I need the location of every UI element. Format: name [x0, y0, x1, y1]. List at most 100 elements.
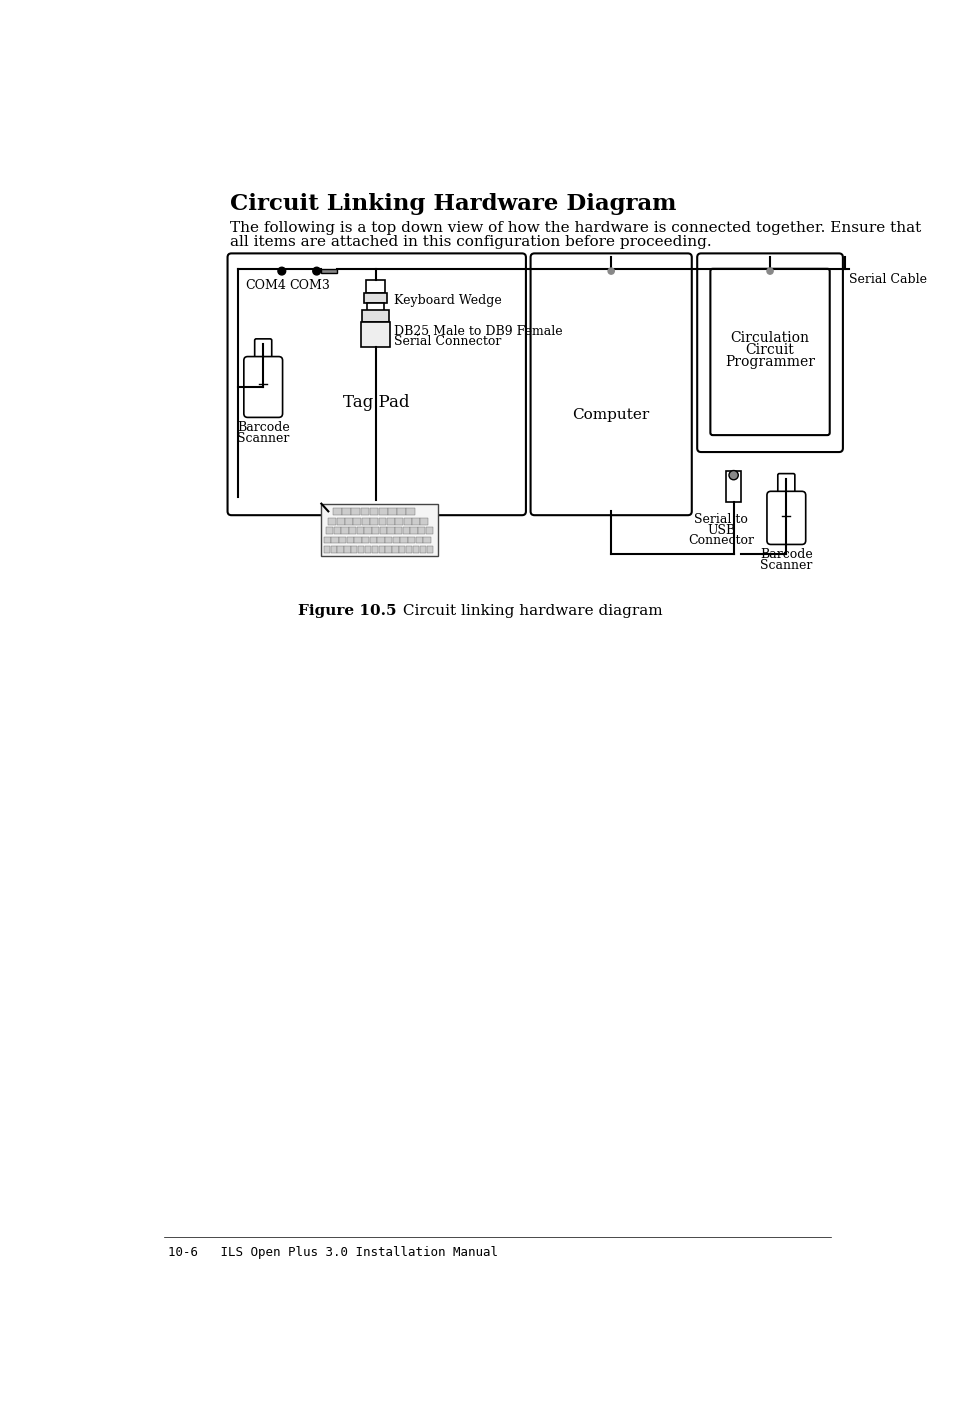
Bar — [331, 537, 339, 543]
Bar — [404, 517, 412, 524]
Bar — [352, 509, 360, 516]
Bar — [330, 546, 337, 553]
Bar — [362, 309, 388, 322]
Text: Scanner: Scanner — [237, 432, 289, 445]
Bar — [419, 527, 425, 534]
Bar — [345, 546, 351, 553]
Bar — [345, 517, 352, 524]
Bar — [370, 509, 379, 516]
Bar — [356, 527, 364, 534]
FancyBboxPatch shape — [227, 254, 526, 516]
Bar — [362, 537, 369, 543]
FancyBboxPatch shape — [767, 492, 806, 544]
Bar — [379, 517, 386, 524]
Bar — [367, 304, 385, 312]
Bar — [408, 537, 416, 543]
Text: Connector: Connector — [688, 534, 754, 547]
FancyBboxPatch shape — [778, 473, 795, 497]
Text: 10-6   ILS Open Plus 3.0 Installation Manual: 10-6 ILS Open Plus 3.0 Installation Manu… — [168, 1245, 498, 1258]
Bar — [416, 537, 423, 543]
FancyBboxPatch shape — [711, 269, 830, 435]
Bar — [397, 509, 406, 516]
Bar — [400, 537, 408, 543]
Text: Circuit: Circuit — [746, 343, 794, 358]
Bar — [406, 546, 413, 553]
Bar — [354, 537, 361, 543]
Bar — [403, 527, 410, 534]
Text: The following is a top down view of how the hardware is connected together. Ensu: The following is a top down view of how … — [230, 221, 921, 235]
Bar — [364, 292, 387, 304]
Bar — [372, 546, 378, 553]
Text: Keyboard Wedge: Keyboard Wedge — [394, 294, 502, 306]
Bar — [425, 527, 433, 534]
Bar — [362, 517, 370, 524]
Text: Barcode: Barcode — [237, 422, 289, 435]
Bar — [326, 527, 333, 534]
Bar — [388, 509, 397, 516]
Bar — [413, 546, 419, 553]
Bar — [378, 537, 385, 543]
Bar — [412, 517, 419, 524]
Bar — [342, 527, 349, 534]
Bar — [334, 527, 341, 534]
Bar — [361, 322, 390, 348]
Bar — [395, 517, 403, 524]
Bar — [726, 472, 742, 502]
Circle shape — [729, 470, 738, 480]
Bar — [352, 546, 357, 553]
Bar — [392, 537, 400, 543]
Text: Serial Connector: Serial Connector — [394, 335, 502, 349]
Bar — [323, 546, 330, 553]
Bar — [392, 546, 399, 553]
Bar — [420, 517, 428, 524]
Bar — [366, 281, 385, 292]
FancyBboxPatch shape — [530, 254, 691, 516]
Bar — [349, 527, 356, 534]
Bar — [328, 517, 336, 524]
Bar — [347, 537, 353, 543]
Bar — [360, 509, 369, 516]
Text: Computer: Computer — [573, 408, 650, 422]
Text: Serial to: Serial to — [694, 513, 749, 526]
Bar — [358, 546, 364, 553]
Bar — [380, 527, 386, 534]
Bar — [370, 537, 377, 543]
Text: Scanner: Scanner — [760, 559, 813, 571]
Bar — [321, 269, 337, 274]
Bar — [333, 509, 342, 516]
Bar — [323, 537, 331, 543]
Bar — [385, 546, 391, 553]
FancyBboxPatch shape — [254, 339, 272, 362]
Bar — [321, 503, 438, 556]
Bar — [379, 509, 387, 516]
Bar — [379, 546, 385, 553]
Text: Circuit Linking Hardware Diagram: Circuit Linking Hardware Diagram — [230, 192, 676, 215]
Text: Figure 10.5: Figure 10.5 — [298, 604, 396, 618]
Bar — [395, 527, 402, 534]
Text: Serial Cable: Serial Cable — [849, 274, 927, 286]
Circle shape — [313, 268, 320, 275]
Bar — [353, 517, 361, 524]
Bar — [386, 517, 395, 524]
Bar — [411, 527, 418, 534]
Bar — [342, 509, 351, 516]
Bar — [426, 546, 433, 553]
Text: USB: USB — [707, 523, 735, 537]
Bar — [419, 546, 426, 553]
Text: Programmer: Programmer — [725, 355, 815, 369]
Circle shape — [608, 268, 615, 274]
Text: DB25 Male to DB9 Female: DB25 Male to DB9 Female — [394, 325, 563, 338]
Bar — [399, 546, 406, 553]
Bar — [339, 537, 347, 543]
Text: all items are attached in this configuration before proceeding.: all items are attached in this configura… — [230, 235, 712, 249]
Text: Barcode: Barcode — [760, 549, 813, 561]
Text: Tag Pad: Tag Pad — [344, 393, 410, 410]
Circle shape — [767, 268, 773, 274]
Bar — [407, 509, 416, 516]
FancyBboxPatch shape — [244, 356, 283, 418]
Bar — [423, 537, 430, 543]
Text: Circulation: Circulation — [730, 331, 810, 345]
Bar — [337, 517, 345, 524]
Text: COM3: COM3 — [289, 279, 330, 292]
Circle shape — [278, 268, 285, 275]
